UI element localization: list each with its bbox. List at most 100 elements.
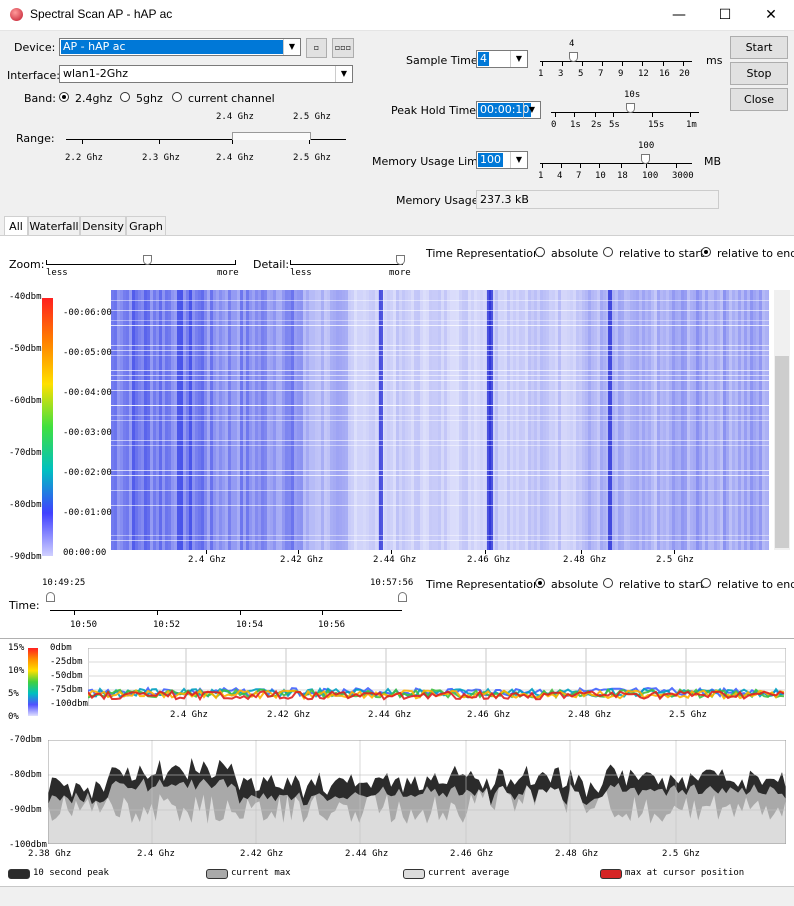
waterfall-plot[interactable] [111, 290, 769, 550]
range-tick [232, 140, 233, 144]
waterfall-column [396, 290, 399, 550]
peak-hold-thumb[interactable] [626, 103, 635, 113]
scrollbar-thumb[interactable] [775, 356, 789, 548]
memory-limit-marker: 100 [638, 141, 655, 151]
waterfall-column [495, 290, 498, 550]
waterfall-column [564, 290, 567, 550]
peak-hold-tick [652, 113, 653, 117]
waterfall-column [219, 290, 222, 550]
time-rep-start-radio[interactable] [603, 578, 613, 588]
peak-hold-tick [574, 113, 575, 117]
time-rep-end-radio[interactable] [701, 578, 711, 588]
density-freq-label: 2.48 Ghz [568, 710, 612, 720]
waterfall-column [366, 290, 369, 550]
close-button[interactable]: Close [730, 88, 788, 111]
time-start-thumb[interactable] [46, 592, 55, 602]
zoom-slider[interactable] [46, 264, 236, 265]
waterfall-column [579, 290, 582, 550]
time-slider[interactable] [50, 610, 402, 611]
waterfall-gap-line [111, 440, 769, 441]
sample-time-tick-label: 9 [618, 69, 624, 79]
start-button[interactable]: Start [730, 36, 788, 59]
waterfall-column [363, 290, 366, 550]
waterfall-column [669, 290, 672, 550]
waterfall-column [354, 290, 357, 550]
waterfall-column [351, 290, 354, 550]
waterfall-column [234, 290, 237, 550]
density-plot[interactable] [88, 648, 786, 706]
minimize-button[interactable]: — [672, 7, 686, 23]
memory-limit-thumb[interactable] [641, 154, 650, 164]
waterfall-column [711, 290, 714, 550]
device-small-button[interactable]: ▫ [306, 38, 327, 58]
waterfall-column [207, 290, 210, 550]
zoom-label: Zoom: [9, 258, 45, 271]
waterfall-column [153, 290, 156, 550]
spectrum-graph[interactable] [48, 740, 786, 844]
peak-hold-select[interactable]: 00:00:10 ▼ [476, 101, 541, 119]
time-slider-tick [157, 611, 158, 615]
waterfall-gap-line [111, 490, 769, 491]
time-rep-absolute-radio[interactable] [535, 578, 545, 588]
time-end-thumb[interactable] [398, 592, 407, 602]
memory-limit-slider[interactable] [540, 163, 692, 164]
time-rep-start-radio[interactable] [603, 247, 613, 257]
waterfall-column [540, 290, 543, 550]
zoom-thumb[interactable] [143, 255, 152, 265]
memory-usage-field: 237.3 kB [476, 190, 719, 209]
peak-hold-tick-label: 1m [686, 120, 697, 130]
memory-limit-tick [646, 164, 647, 168]
graph-freq-label: 2.46 Ghz [450, 849, 494, 859]
waterfall-column [183, 290, 186, 550]
range-top-label-low: 2.4 Ghz [216, 112, 254, 122]
memory-limit-select[interactable]: 100 ▼ [476, 151, 528, 169]
waterfall-column [261, 290, 264, 550]
detail-thumb[interactable] [396, 255, 405, 265]
waterfall-dbm-label: -80dbm [9, 500, 42, 510]
tab-density[interactable]: Density [80, 216, 126, 236]
time-rep-absolute-radio[interactable] [535, 247, 545, 257]
range-slider[interactable] [66, 139, 346, 140]
waterfall-column [447, 290, 450, 550]
sample-time-thumb[interactable] [569, 52, 578, 62]
waterfall-column [726, 290, 729, 550]
interface-label: Interface: [7, 69, 60, 82]
waterfall-gap-line [111, 310, 769, 311]
waterfall-column [270, 290, 273, 550]
waterfall-column [660, 290, 663, 550]
time-rep-end-radio[interactable] [701, 247, 711, 257]
maximize-button[interactable]: ☐ [718, 7, 732, 23]
detail-slider[interactable] [290, 264, 403, 265]
waterfall-dbm-label: -60dbm [9, 396, 42, 406]
interface-select[interactable]: wlan1-2Ghz ▼ [59, 65, 353, 83]
waterfall-column [339, 290, 342, 550]
waterfall-scrollbar[interactable] [774, 290, 790, 550]
band-radio-2ghz[interactable] [59, 92, 69, 102]
waterfall-column [513, 290, 516, 550]
sample-time-slider[interactable] [540, 61, 692, 62]
waterfall-column [360, 290, 363, 550]
sample-time-value: 4 [478, 52, 489, 66]
waterfall-column [555, 290, 558, 550]
sample-time-marker: 4 [569, 39, 575, 49]
device-select[interactable]: AP - hAP ac ▼ [59, 38, 301, 56]
stop-button[interactable]: Stop [730, 62, 788, 85]
tab-all[interactable]: All [4, 216, 28, 236]
waterfall-column [627, 290, 630, 550]
waterfall-column [246, 290, 249, 550]
close-window-button[interactable]: ✕ [765, 7, 777, 23]
range-top-label-high: 2.5 Ghz [293, 112, 331, 122]
band-radio-5ghz[interactable] [120, 92, 130, 102]
tab-waterfall[interactable]: Waterfall [28, 216, 80, 236]
waterfall-gap-line [111, 475, 769, 476]
chevron-down-icon: ▼ [510, 152, 527, 168]
tab-graph[interactable]: Graph [126, 216, 166, 236]
device-browse-button[interactable]: ▫▫▫ [332, 38, 354, 58]
chevron-down-icon: ▼ [283, 39, 300, 55]
peak-hold-tick-label: 15s [648, 120, 665, 130]
range-selection[interactable] [232, 132, 311, 140]
peak-hold-slider[interactable] [551, 112, 699, 113]
band-option-2ghz: 2.4ghz [75, 92, 113, 105]
band-radio-current[interactable] [172, 92, 182, 102]
sample-time-select[interactable]: 4 ▼ [476, 50, 528, 68]
